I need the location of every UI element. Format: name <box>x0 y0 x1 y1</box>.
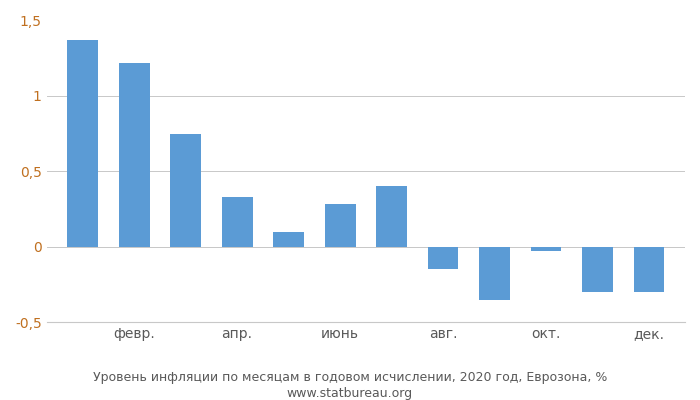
Bar <box>170 134 201 247</box>
Bar <box>119 63 150 247</box>
Text: Уровень инфляции по месяцам в годовом исчислении, 2020 год, Еврозона, %: Уровень инфляции по месяцам в годовом ис… <box>93 372 607 384</box>
Bar <box>325 204 356 247</box>
Bar <box>428 247 458 269</box>
Bar <box>582 247 613 292</box>
Bar <box>273 232 304 247</box>
Bar <box>376 186 407 247</box>
Bar <box>67 40 98 247</box>
Bar <box>531 247 561 251</box>
Bar <box>479 247 510 300</box>
Bar <box>634 247 664 292</box>
Text: www.statbureau.org: www.statbureau.org <box>287 388 413 400</box>
Bar <box>222 197 253 247</box>
